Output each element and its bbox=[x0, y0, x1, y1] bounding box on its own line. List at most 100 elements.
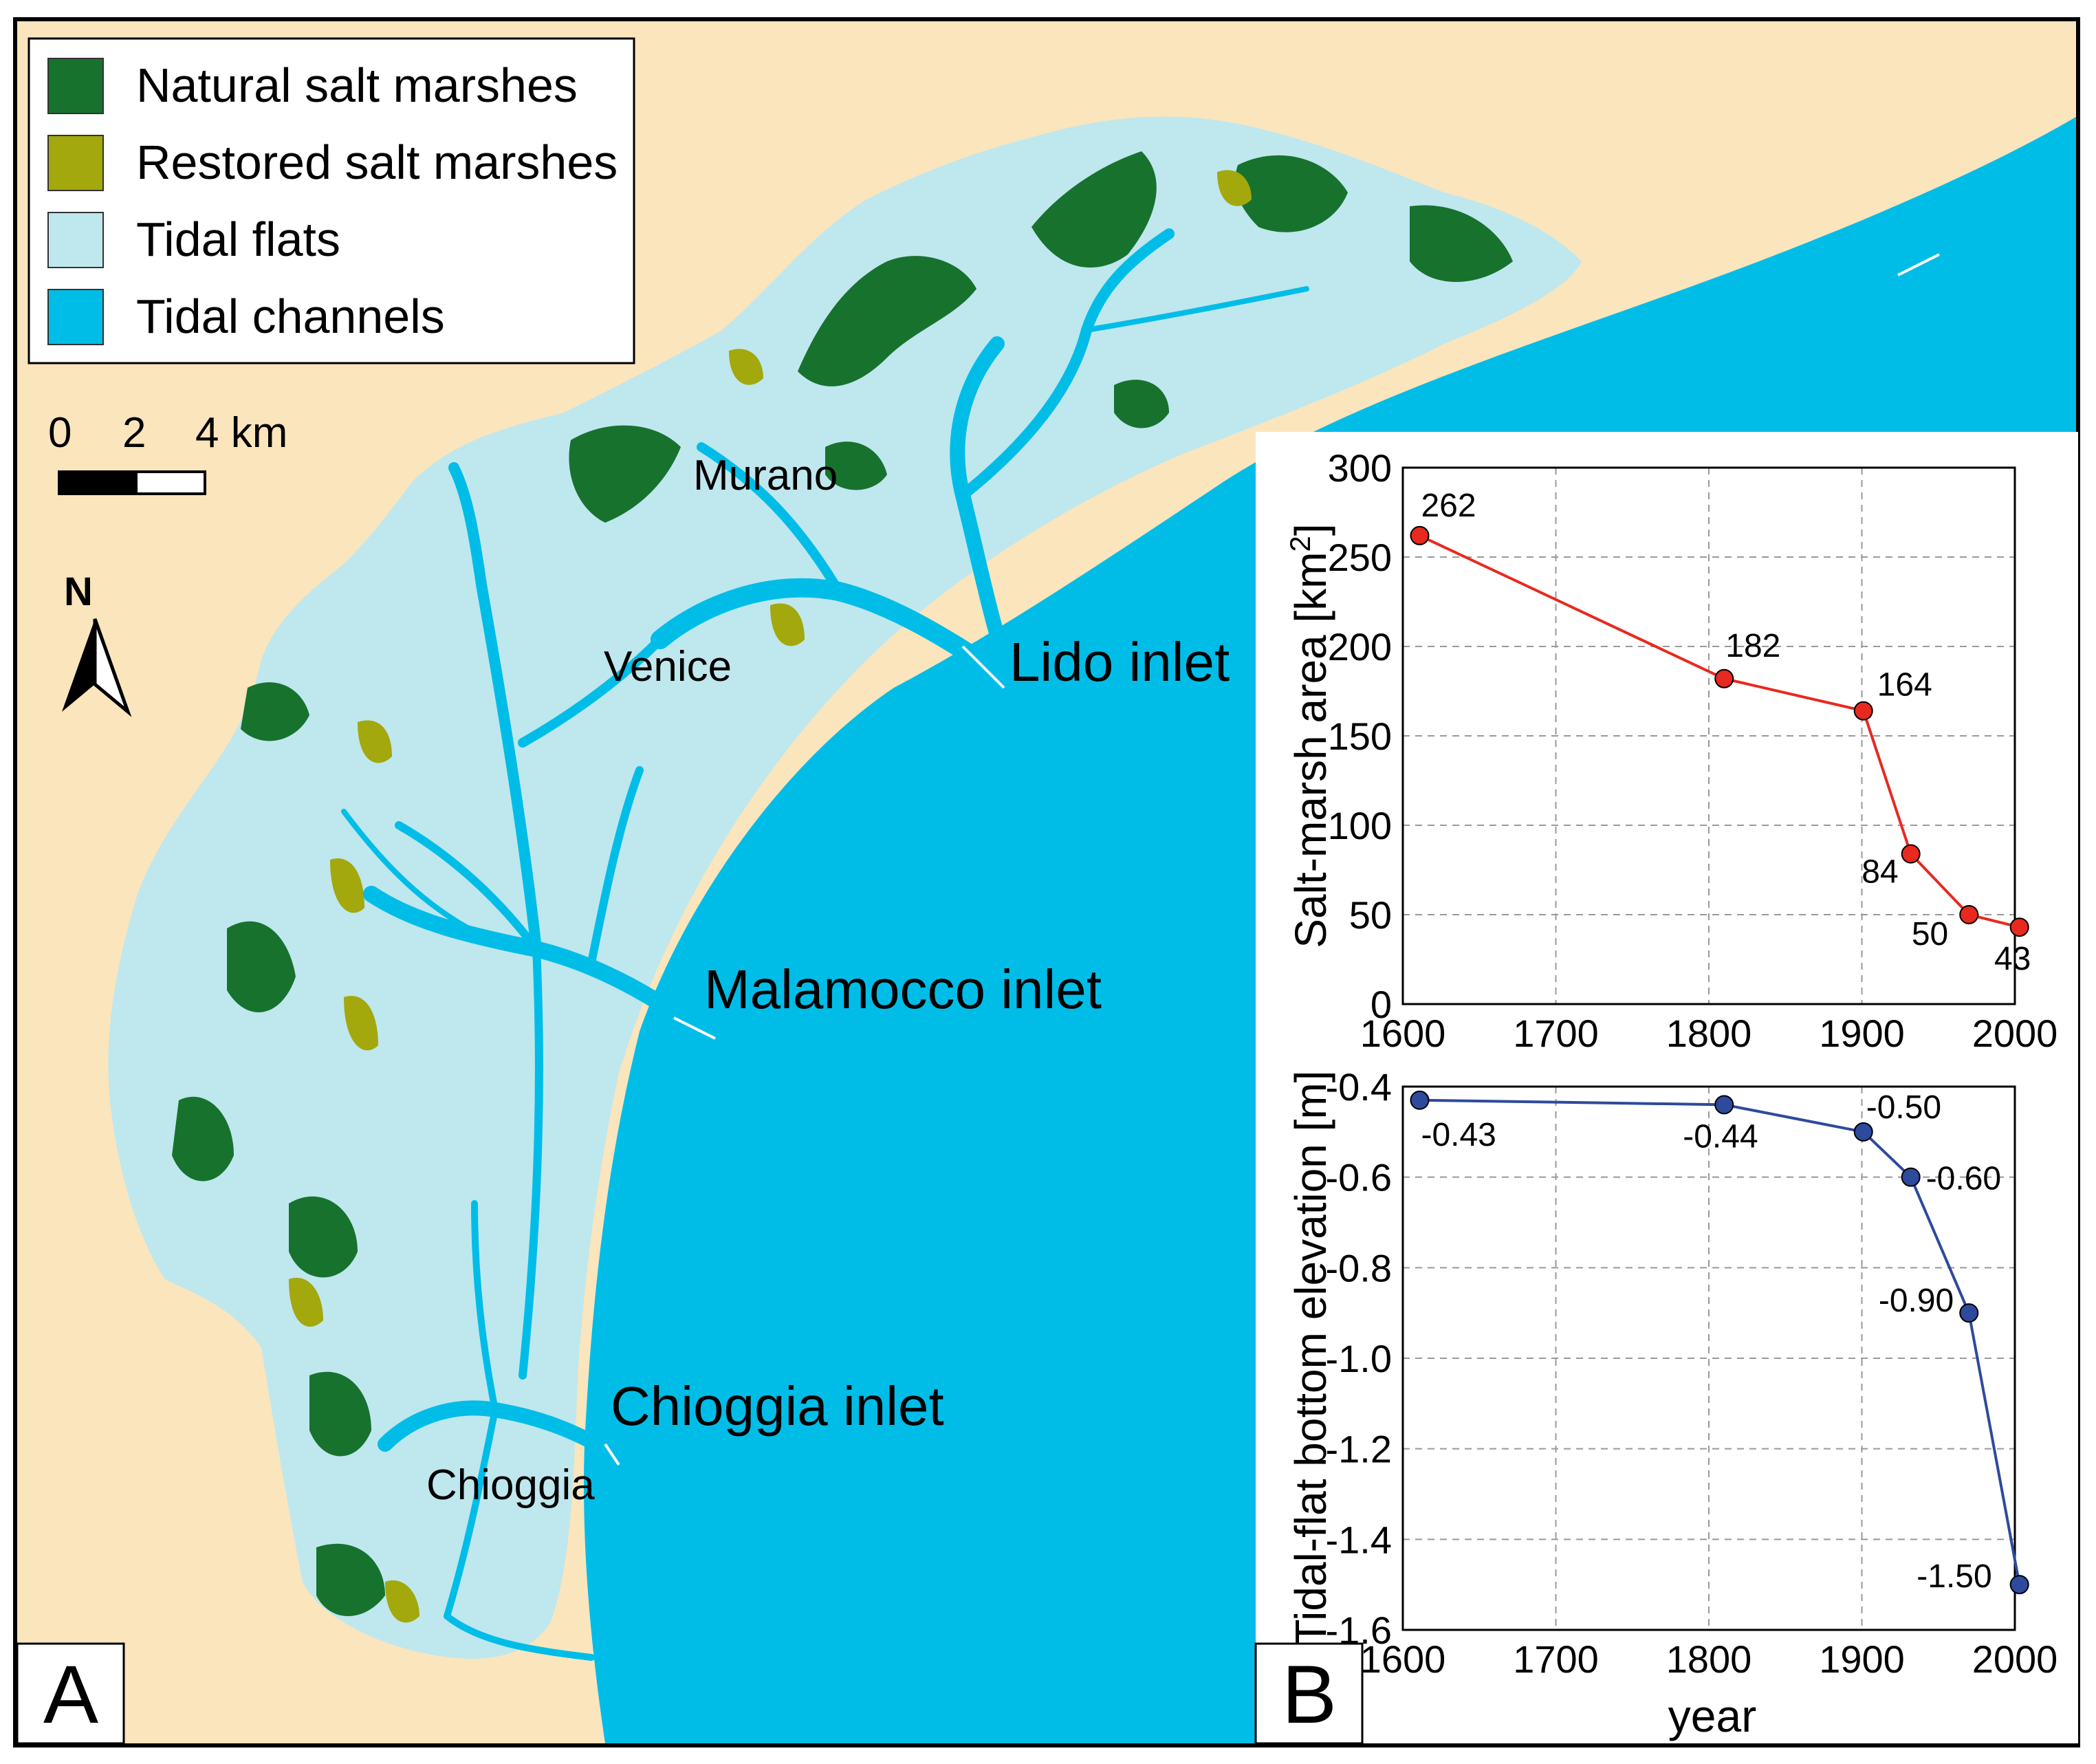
y-tick-label: 300 bbox=[1328, 446, 1392, 490]
tidal-channels bbox=[341, 228, 1309, 1661]
natural-salt-marshes bbox=[172, 151, 1513, 1616]
y-tick-label: -1.0 bbox=[1326, 1337, 1393, 1380]
data-point bbox=[1959, 1303, 1979, 1323]
panel-b-label-box bbox=[1254, 1642, 1364, 1745]
legend: Natural salt marshes Restored salt marsh… bbox=[28, 37, 635, 364]
label-murano: Murano bbox=[693, 452, 838, 499]
legend-label: Tidal channels bbox=[136, 290, 445, 343]
data-label: 43 bbox=[1994, 941, 2031, 977]
y-tick-label: -0.4 bbox=[1326, 1065, 1393, 1109]
area-data-labels: 262 182 164 84 50 43 bbox=[1421, 488, 2031, 977]
data-label: -0.43 bbox=[1421, 1117, 1496, 1153]
x-tick-labels: 1600 1700 1800 1900 2000 bbox=[1360, 1012, 2058, 1055]
data-point bbox=[1901, 844, 1921, 864]
data-label: 182 bbox=[1725, 628, 1780, 664]
y-tick-label: 150 bbox=[1328, 715, 1392, 758]
data-label: 84 bbox=[1862, 854, 1898, 891]
area-ylabel: Salt-marsh area [km2] bbox=[1284, 523, 1336, 948]
legend-label: Tidal flats bbox=[136, 213, 340, 266]
area-series-points bbox=[1410, 525, 2029, 937]
plot-frame bbox=[1401, 1085, 2016, 1631]
restored-salt-marshes bbox=[289, 170, 1252, 1623]
tidal-flat-elevation-chart: -1.6-1.4-1.2-1.0-0.8-0.6-0.4 1600 1700 180… bbox=[1286, 1065, 2057, 1741]
panel-a-label: A bbox=[43, 1648, 98, 1741]
legend-swatch bbox=[47, 212, 104, 268]
data-point bbox=[1901, 1167, 1921, 1187]
scale-label-4km: 4 km bbox=[195, 409, 287, 457]
data-label: -0.44 bbox=[1683, 1118, 1758, 1155]
x-tick-labels: 1600 1700 1800 1900 2000 bbox=[1360, 1637, 2058, 1681]
data-point bbox=[1853, 1122, 1873, 1142]
panel-a-label-box bbox=[16, 1642, 125, 1745]
elev-ylabel: Tidal-flat bottom elevation [m] bbox=[1286, 1070, 1335, 1646]
label-venice: Venice bbox=[604, 643, 732, 690]
x-tick-label: 1700 bbox=[1513, 1012, 1599, 1055]
legend-item: Tidal flats bbox=[47, 212, 340, 268]
map-labels: Murano Venice Lido inlet Malamocco inlet… bbox=[426, 452, 1230, 1509]
x-tick-label: 1800 bbox=[1666, 1637, 1752, 1681]
area-ylabel-sup: 2 bbox=[1284, 536, 1316, 552]
scale-bar: 0 2 4 km bbox=[48, 409, 287, 495]
y-tick-label: -0.6 bbox=[1326, 1156, 1393, 1199]
scale-bar-white bbox=[135, 470, 206, 495]
panel-b-label: B bbox=[1282, 1648, 1337, 1741]
scale-label-0: 0 bbox=[48, 409, 72, 457]
north-arrow-icon: N bbox=[62, 569, 132, 717]
label-chioggia: Chioggia bbox=[426, 1461, 595, 1509]
data-point bbox=[1714, 1095, 1734, 1115]
x-tick-label: 1900 bbox=[1819, 1012, 1905, 1055]
data-label: 262 bbox=[1421, 488, 1476, 524]
scale-bar-black bbox=[58, 470, 138, 495]
legend-item: Tidal channels bbox=[47, 289, 445, 345]
label-malamocco-inlet: Malamocco inlet bbox=[704, 959, 1102, 1020]
legend-swatch bbox=[47, 135, 104, 191]
scale-label-2: 2 bbox=[122, 409, 146, 457]
y-tick-label: -1.2 bbox=[1326, 1428, 1393, 1471]
x-tick-label: 1600 bbox=[1360, 1012, 1446, 1055]
data-label: -0.50 bbox=[1866, 1089, 1941, 1126]
y-tick-label: -1.4 bbox=[1326, 1518, 1393, 1561]
legend-swatch bbox=[47, 58, 104, 114]
data-point bbox=[1410, 1090, 1430, 1110]
legend-label: Restored salt marshes bbox=[136, 135, 618, 189]
data-point bbox=[1410, 525, 1430, 545]
data-point bbox=[2009, 1575, 2029, 1595]
elev-xlabel: year bbox=[1668, 1690, 1756, 1741]
x-tick-label: 1900 bbox=[1819, 1637, 1905, 1681]
plot-frame bbox=[1401, 466, 2016, 1005]
elevation-data-labels: -0.43 -0.44 -0.50 -0.60 -0.90 -1.50 bbox=[1421, 1089, 2001, 1595]
data-label: 50 bbox=[1912, 916, 1948, 952]
x-tick-label: 1700 bbox=[1513, 1637, 1599, 1681]
y-tick-label: 100 bbox=[1328, 804, 1392, 847]
y-tick-label: 200 bbox=[1328, 625, 1392, 668]
data-label: -0.90 bbox=[1879, 1283, 1954, 1319]
legend-item: Natural salt marshes bbox=[47, 58, 578, 114]
elevation-series-points bbox=[1410, 1090, 2029, 1595]
y-tick-label: 50 bbox=[1349, 893, 1392, 937]
data-point bbox=[1714, 668, 1734, 688]
y-tick-label: -0.8 bbox=[1326, 1246, 1393, 1289]
data-point bbox=[1853, 701, 1873, 721]
label-lido-inlet: Lido inlet bbox=[1009, 631, 1230, 693]
y-tick-label: 250 bbox=[1328, 536, 1392, 579]
north-label: N bbox=[64, 569, 93, 614]
legend-label: Natural salt marshes bbox=[136, 58, 578, 112]
legend-swatch bbox=[47, 289, 104, 345]
x-tick-label: 2000 bbox=[1972, 1637, 2058, 1681]
x-tick-label: 2000 bbox=[1972, 1012, 2058, 1055]
elevation-series-line bbox=[1419, 1098, 2021, 1585]
y-tick-labels: -1.6-1.4-1.2-1.0-0.8-0.6-0.4 bbox=[1326, 1065, 1393, 1652]
legend-box bbox=[28, 37, 635, 364]
data-point bbox=[2009, 917, 2029, 937]
inlet-jetties bbox=[604, 253, 1940, 1466]
data-label: -0.60 bbox=[1926, 1161, 2001, 1197]
data-point bbox=[1959, 905, 1979, 924]
area-ylabel-end: ] bbox=[1286, 523, 1335, 536]
label-chioggia-inlet: Chioggia inlet bbox=[611, 1375, 944, 1437]
y-tick-labels: 0 50 100 150 200 250 300 bbox=[1328, 446, 1392, 1026]
x-tick-label: 1600 bbox=[1360, 1637, 1446, 1681]
legend-item: Restored salt marshes bbox=[47, 135, 618, 191]
